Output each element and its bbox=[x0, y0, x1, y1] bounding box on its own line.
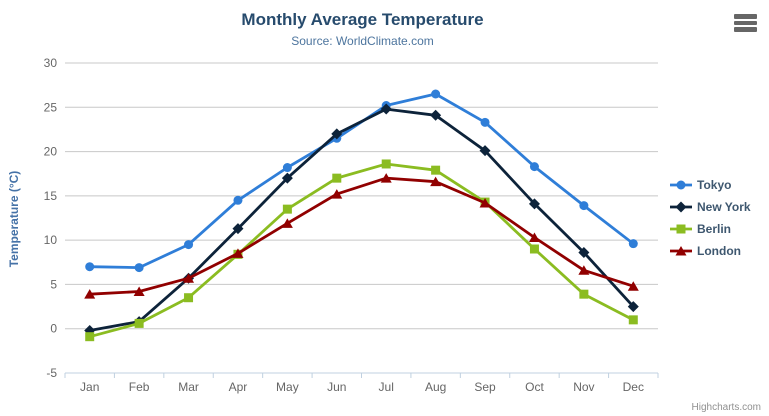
x-axis-label: Sep bbox=[474, 380, 496, 394]
x-axis-label: Feb bbox=[129, 380, 150, 394]
series-marker-berlin[interactable] bbox=[628, 315, 638, 325]
series-marker-new-york[interactable] bbox=[380, 103, 392, 115]
y-axis-label: -5 bbox=[46, 366, 57, 380]
series-marker-tokyo[interactable] bbox=[480, 117, 490, 127]
x-axis-label: Mar bbox=[178, 380, 199, 394]
series-marker-berlin[interactable] bbox=[579, 289, 589, 299]
x-axis-label: May bbox=[276, 380, 299, 394]
y-axis-title: Temperature (°C) bbox=[7, 170, 21, 268]
legend-marker-diamond-icon bbox=[670, 201, 692, 213]
y-axis-label: 5 bbox=[50, 277, 57, 291]
series-marker-london[interactable] bbox=[183, 273, 195, 283]
legend-label: New York bbox=[697, 200, 751, 214]
x-axis-label: Aug bbox=[425, 380, 446, 394]
series-marker-tokyo[interactable] bbox=[579, 201, 589, 211]
series-marker-tokyo[interactable] bbox=[431, 89, 441, 99]
series-marker-tokyo[interactable] bbox=[529, 162, 539, 172]
series-marker-london[interactable] bbox=[578, 265, 590, 275]
series-marker-new-york[interactable] bbox=[479, 145, 491, 157]
hamburger-icon bbox=[734, 20, 757, 25]
series-marker-london[interactable] bbox=[430, 176, 442, 187]
series-marker-berlin[interactable] bbox=[282, 204, 292, 214]
series-marker-tokyo[interactable] bbox=[233, 195, 243, 205]
legend-label: London bbox=[697, 244, 741, 258]
series-marker-berlin[interactable] bbox=[529, 244, 539, 254]
series-marker-new-york[interactable] bbox=[528, 198, 540, 210]
series-marker-new-york[interactable] bbox=[232, 223, 244, 235]
series-marker-tokyo[interactable] bbox=[282, 163, 292, 173]
series-line-berlin[interactable] bbox=[88, 162, 635, 339]
y-axis-label: 20 bbox=[44, 145, 58, 159]
series-marker-london[interactable] bbox=[232, 248, 244, 258]
series-marker-london[interactable] bbox=[627, 281, 639, 291]
x-axis-label: Dec bbox=[623, 380, 644, 394]
legend-item-berlin[interactable]: Berlin bbox=[670, 218, 751, 240]
chart-subtitle: Source: WorldClimate.com bbox=[291, 34, 434, 48]
series-marker-london[interactable] bbox=[528, 232, 540, 242]
y-axis-label: 0 bbox=[50, 322, 57, 336]
y-axis-label: 10 bbox=[44, 233, 58, 247]
legend-item-london[interactable]: London bbox=[670, 240, 751, 262]
series-marker-new-york[interactable] bbox=[578, 247, 590, 259]
x-axis-label: Jan bbox=[80, 380, 99, 394]
x-axis-label: Nov bbox=[573, 380, 594, 394]
series-marker-berlin[interactable] bbox=[332, 173, 342, 183]
legend-item-new-york[interactable]: New York bbox=[670, 196, 751, 218]
series-marker-london[interactable] bbox=[281, 218, 293, 228]
x-axis-label: Jun bbox=[327, 380, 346, 394]
series-marker-new-york[interactable] bbox=[627, 301, 639, 313]
series-marker-london[interactable] bbox=[479, 197, 491, 208]
legend-label: Berlin bbox=[697, 222, 732, 236]
hamburger-icon bbox=[734, 27, 757, 32]
series-marker-berlin[interactable] bbox=[184, 293, 194, 303]
series-marker-tokyo[interactable] bbox=[85, 262, 95, 272]
y-axis-label: 30 bbox=[44, 56, 58, 70]
series-marker-berlin[interactable] bbox=[381, 159, 391, 169]
series-marker-berlin[interactable] bbox=[85, 332, 95, 342]
series-marker-new-york[interactable] bbox=[430, 109, 442, 121]
legend-marker-circle-icon bbox=[670, 180, 692, 190]
legend-marker-square-icon bbox=[670, 224, 692, 234]
series-marker-new-york[interactable] bbox=[331, 128, 343, 140]
x-axis-label: Apr bbox=[229, 380, 248, 394]
legend-label: Tokyo bbox=[697, 178, 732, 192]
y-axis-label: 25 bbox=[44, 100, 58, 114]
legend: Tokyo New York Berlin London bbox=[670, 174, 751, 262]
legend-marker-triangle-up-icon bbox=[670, 246, 692, 256]
series-marker-new-york[interactable] bbox=[281, 172, 293, 184]
series-marker-london[interactable] bbox=[84, 289, 96, 299]
series-line-new-york[interactable] bbox=[88, 107, 635, 332]
x-axis-label: Jul bbox=[379, 380, 394, 394]
legend-item-tokyo[interactable]: Tokyo bbox=[670, 174, 751, 196]
credits-link[interactable]: Highcharts.com bbox=[691, 402, 761, 413]
hamburger-icon bbox=[734, 14, 757, 19]
series-marker-london[interactable] bbox=[331, 189, 343, 199]
series-marker-tokyo[interactable] bbox=[134, 263, 144, 273]
y-axis-label: 15 bbox=[44, 189, 58, 203]
series-marker-tokyo[interactable] bbox=[184, 240, 194, 250]
x-axis-label: Oct bbox=[525, 380, 544, 394]
chart-title: Monthly Average Temperature bbox=[241, 10, 484, 29]
series-marker-london[interactable] bbox=[380, 173, 392, 183]
series-marker-tokyo[interactable] bbox=[628, 239, 638, 249]
series-marker-london[interactable] bbox=[133, 286, 145, 297]
series-line-london[interactable] bbox=[88, 176, 635, 296]
series-marker-berlin[interactable] bbox=[134, 318, 144, 328]
series-marker-berlin[interactable] bbox=[431, 165, 441, 175]
export-menu-button[interactable] bbox=[732, 10, 758, 34]
